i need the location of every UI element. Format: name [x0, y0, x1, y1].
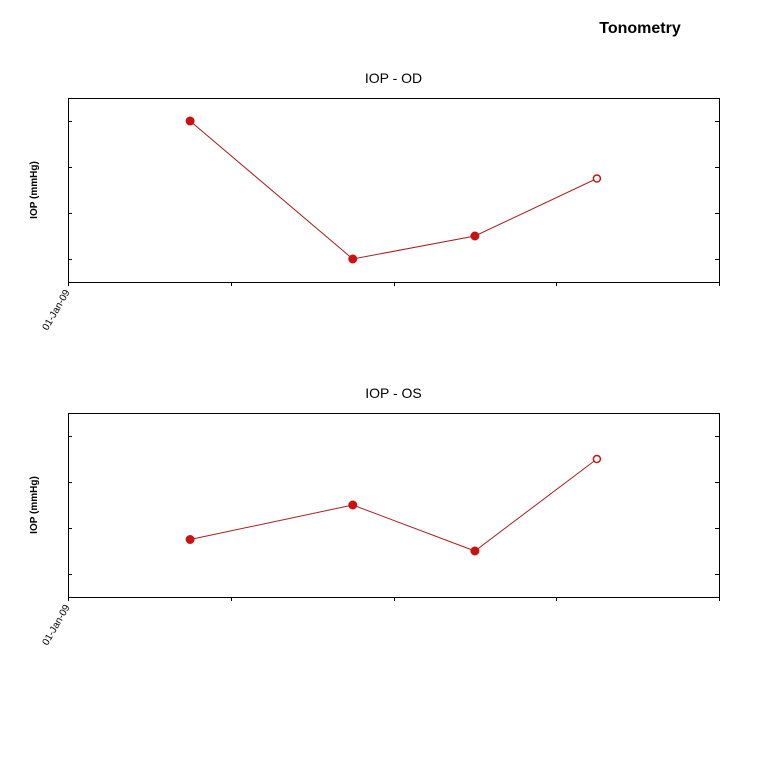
iop-os-plot-frame: [68, 413, 720, 598]
iop-os-data-point: [185, 535, 195, 544]
iop-os-data-point: [348, 500, 358, 510]
iop-os-chart: IOP - OS 01-Jan-09 IOP (mmHg): [29, 385, 720, 648]
iop-od-plot-frame: [68, 98, 720, 283]
iop-od-data-point: [185, 116, 195, 126]
iop-od-data-point: [592, 174, 602, 183]
iop-os-x-tick-label: 01-Jan-09: [41, 603, 73, 648]
page-title: Tonometry: [599, 20, 681, 37]
iop-od-data-point: [348, 254, 358, 264]
iop-os-data-point: [592, 454, 602, 464]
iop-od-title: IOP - OD: [365, 70, 422, 86]
iop-os-series-line: [189, 458, 598, 552]
iop-od-series-line: [189, 120, 598, 260]
iop-od-data-point: [470, 231, 480, 241]
iop-os-y-axis-label: IOP (mmHg): [29, 476, 40, 534]
iop-os-title: IOP - OS: [365, 385, 422, 401]
iop-od-x-tick-label: 01-Jan-09: [41, 288, 73, 333]
iop-od-y-axis-label: IOP (mmHg): [29, 161, 40, 219]
iop-od-chart: IOP - OD 01-Jan-09 IOP (mmHg): [29, 70, 720, 333]
iop-os-data-point: [470, 546, 480, 556]
